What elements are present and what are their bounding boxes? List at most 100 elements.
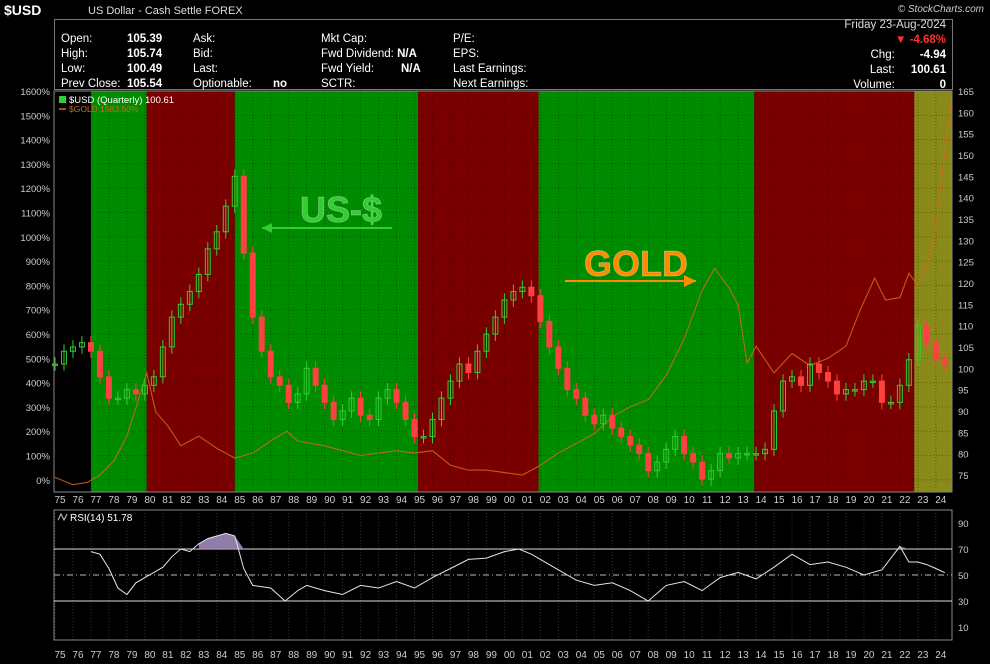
quote-box: Open: 105.39 High: 105.74 Low: 100.49 Pr… — [54, 19, 953, 92]
usd-candle — [501, 293, 508, 324]
usd-candle — [366, 408, 373, 427]
candle-body — [87, 342, 94, 352]
usd-candle — [618, 421, 625, 444]
usd-candle — [798, 369, 804, 393]
usd-candle — [869, 374, 876, 388]
candle-body — [582, 397, 589, 416]
candle-body — [141, 384, 148, 395]
usd-candle — [789, 369, 795, 388]
right-tick-label: 135 — [958, 215, 974, 226]
candle-body — [564, 367, 571, 391]
x-tick-label: 09 — [666, 495, 678, 506]
usd-candle — [456, 357, 463, 388]
candle-body — [276, 376, 283, 386]
right-tick-label: 100 — [958, 364, 974, 375]
x-tick-label: 98 — [468, 495, 480, 506]
usd-candle — [285, 378, 292, 410]
mkt-cap-label: Mkt Cap: — [321, 33, 368, 45]
usd-legend-swatch — [59, 96, 66, 103]
chg-value: -4.94 — [919, 49, 946, 61]
prev-close-label: Prev Close: — [61, 78, 121, 90]
candle-body — [429, 418, 436, 438]
x-tick-label: 05 — [594, 495, 606, 506]
usd-candle — [851, 382, 858, 397]
candle-body — [932, 342, 939, 361]
high-value: 105.74 — [127, 48, 163, 60]
rsi-x-tick-label: 83 — [198, 650, 210, 661]
candle-body — [609, 414, 616, 429]
usd-candle — [222, 199, 229, 239]
candle-body — [420, 436, 427, 439]
x-tick-label: 91 — [342, 495, 354, 506]
left-tick-label: 1600% — [20, 87, 50, 98]
x-tick-label: 13 — [738, 495, 750, 506]
candle-body — [636, 444, 643, 455]
x-tick-label: 90 — [324, 495, 336, 506]
candle-body — [222, 205, 229, 233]
right-tick-label: 165 — [958, 87, 974, 98]
candle-body — [330, 401, 337, 420]
usd-candle — [348, 391, 355, 418]
rsi-x-tick-label: 17 — [809, 650, 821, 661]
rsi-x-tick-label: 23 — [917, 650, 929, 661]
usd-candle — [357, 391, 364, 423]
rsi-x-tick-label: 13 — [738, 650, 750, 661]
rsi-x-tick-label: 75 — [54, 650, 66, 661]
candle-body — [519, 286, 526, 292]
rsi-x-tick-label: 80 — [144, 650, 156, 661]
usd-candle — [150, 369, 157, 393]
quote-date: Friday 23-Aug-2024 — [844, 19, 946, 31]
rsi-x-tick-label: 05 — [594, 650, 606, 661]
candle-body — [905, 359, 912, 386]
candle-body — [663, 448, 670, 463]
x-tick-label: 04 — [576, 495, 588, 506]
candle-body — [177, 303, 184, 318]
usd-candle — [52, 357, 58, 371]
candle-body — [366, 414, 373, 420]
usd-candle — [213, 224, 220, 256]
right-tick-label: 90 — [958, 407, 969, 418]
last-price-label: Last: — [869, 64, 895, 76]
rsi-overbought-fill — [198, 533, 909, 549]
optionable-value: no — [273, 78, 288, 90]
usd-candle — [474, 344, 481, 380]
rsi-x-tick-label: 08 — [648, 650, 660, 661]
right-tick-label: 115 — [958, 300, 973, 311]
x-tick-label: 10 — [684, 495, 696, 506]
rsi-x-tick-label: 92 — [360, 650, 372, 661]
usd-candle — [878, 374, 885, 410]
candle-body — [501, 299, 508, 318]
rsi-x-tick-label: 87 — [270, 650, 282, 661]
candle-body — [573, 389, 580, 399]
shaded-region-5 — [754, 91, 915, 492]
rsi-x-tick-label: 96 — [432, 650, 444, 661]
main-panel-border — [53, 90, 953, 493]
candle-body — [321, 384, 328, 403]
quote-col-2: Ask: Bid: Last: Optionable: no — [193, 32, 287, 92]
rsi-x-tick-label: 16 — [791, 650, 803, 661]
bid-label: Bid: — [193, 48, 213, 60]
usd-candle — [896, 378, 903, 410]
usd-candle — [141, 378, 148, 401]
x-tick-label: 99 — [486, 495, 498, 506]
usd-candle — [816, 357, 822, 380]
rsi-x-tick-label: 07 — [630, 650, 642, 661]
fwd-yield-label: Fwd Yield: — [321, 63, 375, 75]
candle-body — [150, 376, 157, 386]
candle-body — [312, 367, 319, 386]
candle-body — [645, 453, 652, 472]
rsi-x-tick-label: 77 — [90, 650, 102, 661]
candle-body — [61, 350, 67, 365]
right-tick-label: 75 — [958, 471, 969, 482]
usd-candle — [483, 327, 490, 359]
change-pct: ▼ -4.68% — [844, 33, 946, 48]
left-tick-label: 700% — [26, 306, 51, 317]
usd-candle — [591, 408, 598, 431]
candle-body — [618, 427, 625, 438]
usd-candle — [663, 442, 670, 469]
candle-body — [744, 453, 751, 456]
usd-candle — [771, 404, 778, 457]
x-tick-label: 79 — [126, 495, 138, 506]
candle-body — [483, 333, 490, 352]
